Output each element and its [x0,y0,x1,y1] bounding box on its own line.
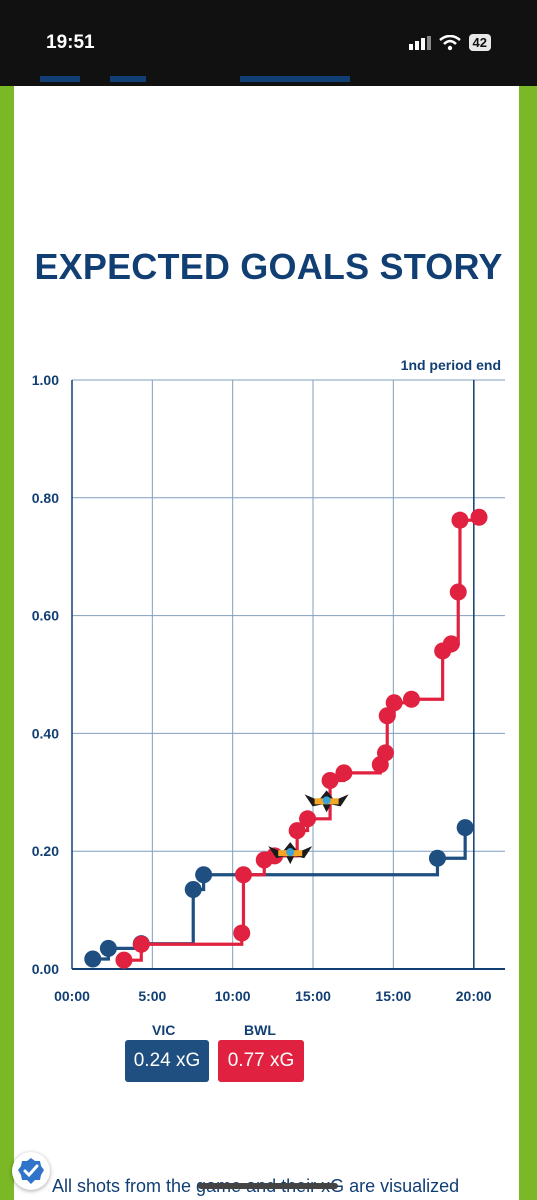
chart-axes [71,380,505,970]
data-point-vic [99,939,117,957]
data-point-vic [184,880,202,898]
series-line-vic [92,827,467,961]
data-point-bwl [451,511,469,529]
series-line-bwl [123,517,481,962]
y-tick-label: 0.00 [32,961,59,977]
data-point-vic [428,849,446,867]
data-point-bwl [321,772,339,790]
section-heading: EXPECTED GOALS STORY [34,246,503,287]
y-tick-label: 1.00 [32,372,59,388]
data-point-bwl [132,935,150,953]
battery-icon: 42 [468,34,491,51]
data-point-bwl [385,694,403,712]
team-label-bwl: BWL [244,1022,276,1038]
data-point-bwl [299,810,317,828]
data-point-vic [456,819,474,837]
scroll-handle[interactable] [198,1183,338,1189]
data-point-bwl [378,707,396,725]
chart-series [84,508,488,969]
logo-glyph [304,790,349,813]
y-tick-label: 0.20 [32,843,59,859]
chart-labels: 0.00 0.20 0.40 0.60 0.80 1.00 00:00 5:00 10:00 15… [32,357,501,1004]
data-point-bwl [115,951,133,969]
signal-icon [408,35,431,50]
data-point-bwl [402,690,420,708]
clipped-text-fragment [40,76,350,82]
verified-badge[interactable] [12,1152,50,1190]
check-badge-icon [18,1158,44,1184]
status-icons: 42 [408,34,491,51]
x-tick-label: 00:00 [54,988,90,1004]
x-tick-label: 15:00 [295,988,331,1004]
team-label-vic: VIC [152,1022,176,1038]
y-tick-label: 0.40 [32,725,59,741]
data-point-bwl [288,822,306,840]
data-point-bwl [470,508,488,526]
y-tick-label: 0.80 [32,490,59,506]
chart-grid [71,379,505,970]
xg-chart: 0.00 0.20 0.40 0.60 0.80 1.00 00:00 5:00 10:00 15… [32,357,505,1004]
data-point-bwl [234,866,252,884]
status-time: 19:51 [46,32,95,53]
status-bar: 19:51 42 [0,0,537,86]
data-point-bwl [233,924,251,942]
period-end-label: 1nd period end [401,357,501,373]
x-tick-label: 10:00 [215,988,251,1004]
data-point-vic [84,950,102,968]
data-point-bwl [376,744,394,762]
data-point-vic [195,866,213,884]
xg-total-vic: 0.24 xG [125,1040,209,1082]
wifi-icon [438,34,461,50]
data-point-bwl [335,764,353,782]
content-card [14,86,519,1200]
x-tick-label: 15:00 [375,988,411,1004]
xg-total-bwl: 0.77 xG [218,1040,304,1082]
x-tick-label: 5:00 [138,988,166,1004]
team-logo-icon [304,790,349,813]
x-tick-label: 20:00 [456,988,492,1004]
y-tick-label: 0.60 [32,608,59,624]
data-point-bwl [442,635,460,653]
data-point-bwl [449,583,467,601]
